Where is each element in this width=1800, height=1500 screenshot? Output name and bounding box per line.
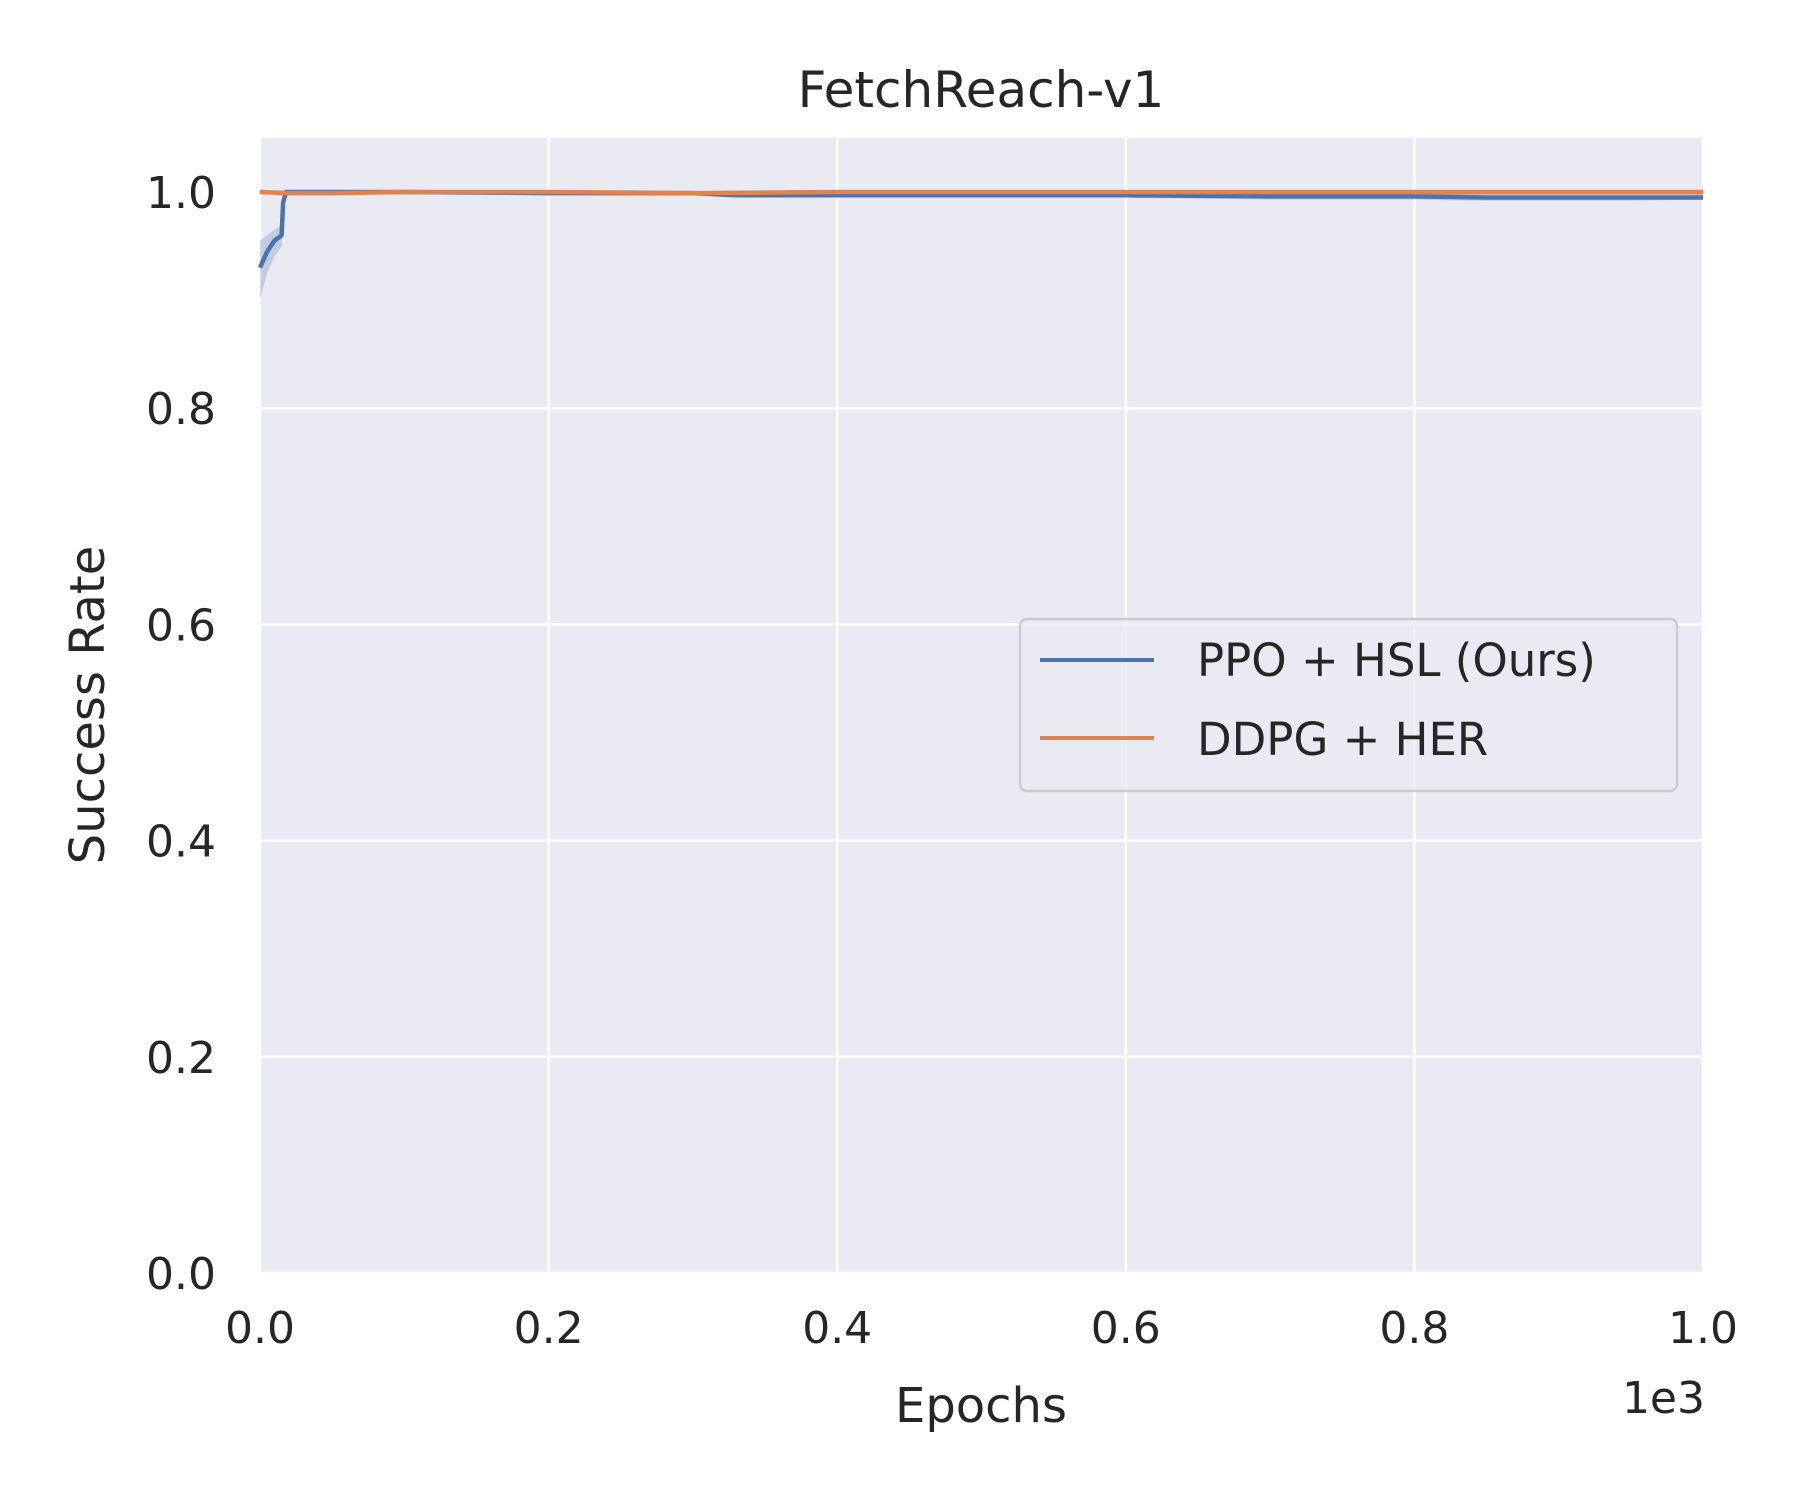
legend-label: DDPG + HER — [1197, 713, 1488, 766]
x-tick-label: 0.2 — [514, 1303, 584, 1354]
chart-title: FetchReach-v1 — [798, 61, 1165, 119]
y-tick-label: 0.2 — [146, 1033, 216, 1084]
legend-frame — [1018, 617, 1679, 793]
legend: PPO + HSL (Ours) DDPG + HER — [1018, 617, 1679, 793]
x-offset-label: 1e3 — [1622, 1373, 1705, 1424]
x-tick-label: 0.0 — [225, 1303, 295, 1354]
tick-labels: 0.0 0.2 0.4 0.6 0.8 1.0 0.0 0.2 0.4 0.6 0.8 1.0 — [146, 168, 1738, 1354]
y-tick-label: 0.8 — [146, 384, 216, 435]
legend-label: PPO + HSL (Ours) — [1197, 634, 1596, 687]
x-tick-label: 1.0 — [1668, 1303, 1738, 1354]
y-tick-label: 0.6 — [146, 600, 216, 651]
x-tick-label: 0.8 — [1379, 1303, 1449, 1354]
y-tick-label: 1.0 — [146, 168, 216, 219]
x-axis-label: Epochs — [895, 1378, 1067, 1434]
y-tick-label: 0.4 — [146, 817, 216, 868]
x-tick-label: 0.6 — [1091, 1303, 1161, 1354]
y-tick-label: 0.0 — [146, 1249, 216, 1300]
y-axis-label: Success Rate — [60, 546, 116, 865]
series-lines — [257, 189, 1703, 269]
x-tick-label: 0.4 — [802, 1303, 872, 1354]
series-line — [259, 189, 1703, 196]
